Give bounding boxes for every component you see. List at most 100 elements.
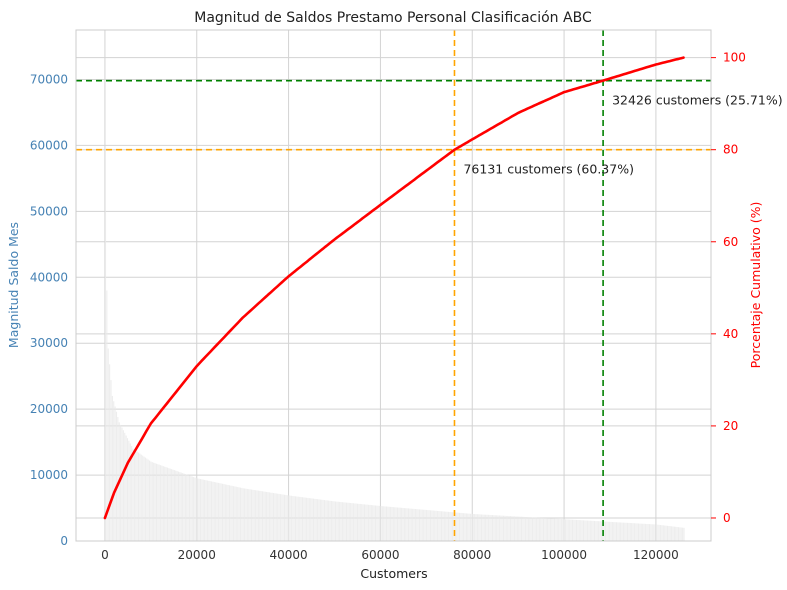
bar	[257, 490, 259, 541]
bar	[376, 505, 378, 541]
bar	[640, 523, 642, 541]
bar	[209, 481, 211, 541]
bar	[234, 486, 236, 541]
bar	[420, 509, 422, 541]
y-right-axis-ticks: 0 20 40 60 80 100	[711, 51, 746, 525]
y-right-tick-label: 40	[723, 327, 738, 341]
bar	[632, 523, 634, 541]
bar	[520, 516, 523, 541]
bar	[595, 521, 597, 541]
bar	[372, 505, 374, 541]
bar	[576, 519, 578, 541]
bar	[136, 451, 138, 541]
bar	[615, 522, 618, 541]
bar	[153, 462, 155, 541]
bar	[388, 506, 390, 541]
bar	[264, 491, 266, 541]
bar	[591, 520, 593, 541]
bar	[125, 435, 127, 541]
bar	[574, 519, 576, 541]
bar	[201, 479, 203, 541]
bar	[511, 516, 513, 541]
x-axis-label: Customers	[360, 566, 427, 581]
bar	[660, 525, 662, 541]
bar	[588, 520, 590, 541]
bar	[296, 496, 298, 541]
bar	[333, 501, 335, 541]
bar	[380, 506, 382, 541]
bar	[661, 525, 663, 541]
bar	[509, 516, 511, 541]
bar	[587, 520, 589, 541]
bar	[478, 514, 480, 541]
bar	[266, 491, 268, 541]
bar	[160, 465, 162, 541]
bar	[577, 520, 579, 541]
bar	[530, 517, 532, 541]
bar	[198, 478, 200, 541]
bar	[368, 504, 370, 541]
bar	[567, 519, 569, 541]
bar	[651, 524, 653, 541]
bar	[299, 496, 301, 541]
bar	[548, 518, 550, 541]
bar	[635, 523, 637, 541]
bar	[560, 519, 562, 541]
bar	[480, 514, 483, 541]
bar	[497, 515, 499, 541]
bar	[351, 503, 353, 541]
bar	[529, 517, 531, 541]
bar	[624, 522, 626, 541]
bar	[111, 395, 113, 541]
bar	[598, 521, 600, 541]
bar	[370, 505, 372, 541]
bar	[231, 485, 233, 541]
bar	[187, 475, 189, 541]
bar	[104, 211, 107, 542]
bar	[571, 519, 573, 541]
bar	[669, 526, 671, 541]
bar	[220, 483, 222, 541]
bar	[129, 443, 131, 541]
bar	[416, 509, 418, 541]
bar	[621, 522, 623, 541]
bar	[456, 512, 458, 541]
bar	[556, 518, 558, 541]
bar	[636, 523, 638, 541]
bar	[374, 505, 377, 541]
bar	[596, 521, 598, 541]
bar	[210, 481, 213, 541]
bar	[143, 456, 145, 541]
bar	[445, 511, 447, 541]
bar	[489, 514, 491, 541]
bar	[427, 510, 429, 541]
bar	[199, 479, 202, 541]
bar	[563, 519, 565, 541]
bar	[542, 518, 545, 541]
bar	[613, 522, 615, 541]
bar	[410, 508, 412, 541]
bar	[334, 501, 337, 541]
bar	[522, 516, 524, 541]
bar	[248, 489, 250, 541]
bar	[340, 502, 342, 541]
bar	[523, 516, 525, 541]
bar	[677, 527, 680, 541]
bar	[412, 508, 414, 541]
bar	[244, 488, 246, 541]
bar	[149, 460, 151, 541]
bar	[182, 473, 184, 541]
bar	[263, 491, 265, 541]
bar	[106, 290, 108, 541]
y-right-axis-label: Porcentaje Cumulativo (%)	[748, 202, 763, 369]
bar	[600, 521, 602, 541]
bar	[626, 522, 629, 541]
bar	[233, 486, 235, 541]
bar	[286, 495, 288, 541]
bar	[205, 480, 207, 541]
bar	[252, 489, 254, 541]
bar	[345, 502, 348, 541]
y-right-tick-label: 60	[723, 235, 738, 249]
bar	[379, 505, 381, 541]
bar	[384, 506, 386, 541]
